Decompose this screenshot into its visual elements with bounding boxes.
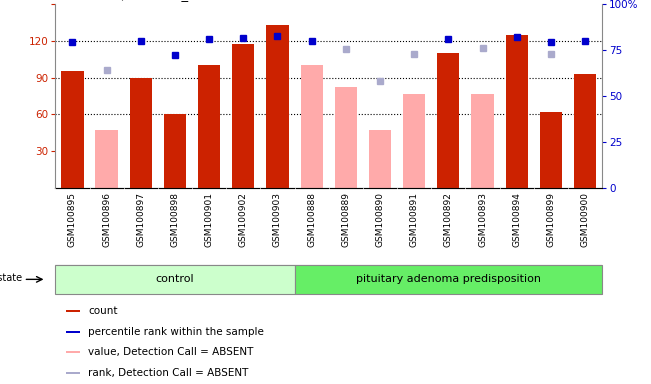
Bar xyxy=(335,88,357,188)
Bar xyxy=(164,114,186,188)
Text: percentile rank within the sample: percentile rank within the sample xyxy=(88,327,264,337)
Text: GSM100894: GSM100894 xyxy=(512,192,521,247)
Bar xyxy=(55,265,294,294)
Text: GSM100895: GSM100895 xyxy=(68,192,77,247)
Text: GSM100898: GSM100898 xyxy=(171,192,180,247)
Bar xyxy=(232,45,255,188)
Bar xyxy=(198,65,220,188)
Bar xyxy=(471,94,493,188)
Bar xyxy=(66,331,80,333)
Bar xyxy=(506,35,528,188)
Text: GSM100899: GSM100899 xyxy=(546,192,555,247)
Text: GSM100892: GSM100892 xyxy=(444,192,453,247)
Text: GDS2432 / 227205_at: GDS2432 / 227205_at xyxy=(55,0,202,1)
Text: GSM100896: GSM100896 xyxy=(102,192,111,247)
Bar xyxy=(66,351,80,353)
Bar xyxy=(61,71,83,188)
Text: rank, Detection Call = ABSENT: rank, Detection Call = ABSENT xyxy=(88,368,249,378)
Text: disease state: disease state xyxy=(0,273,21,283)
Text: GSM100888: GSM100888 xyxy=(307,192,316,247)
Text: count: count xyxy=(88,306,118,316)
Bar xyxy=(66,310,80,312)
Bar xyxy=(294,265,602,294)
Bar xyxy=(301,65,323,188)
Bar xyxy=(369,131,391,188)
Text: GSM100897: GSM100897 xyxy=(136,192,145,247)
Text: GSM100903: GSM100903 xyxy=(273,192,282,247)
Text: GSM100889: GSM100889 xyxy=(341,192,350,247)
Text: GSM100900: GSM100900 xyxy=(581,192,590,247)
Bar xyxy=(266,25,288,188)
Text: control: control xyxy=(156,274,194,285)
Text: GSM100893: GSM100893 xyxy=(478,192,487,247)
Text: GSM100902: GSM100902 xyxy=(239,192,248,247)
Bar xyxy=(437,53,460,188)
Text: GSM100890: GSM100890 xyxy=(376,192,385,247)
Bar xyxy=(540,112,562,188)
Bar xyxy=(130,78,152,188)
Bar xyxy=(574,74,596,188)
Text: GSM100891: GSM100891 xyxy=(409,192,419,247)
Text: GSM100901: GSM100901 xyxy=(204,192,214,247)
Text: pituitary adenoma predisposition: pituitary adenoma predisposition xyxy=(356,274,541,285)
Text: value, Detection Call = ABSENT: value, Detection Call = ABSENT xyxy=(88,347,253,357)
Bar xyxy=(66,372,80,374)
Bar xyxy=(96,131,118,188)
Bar xyxy=(403,94,425,188)
